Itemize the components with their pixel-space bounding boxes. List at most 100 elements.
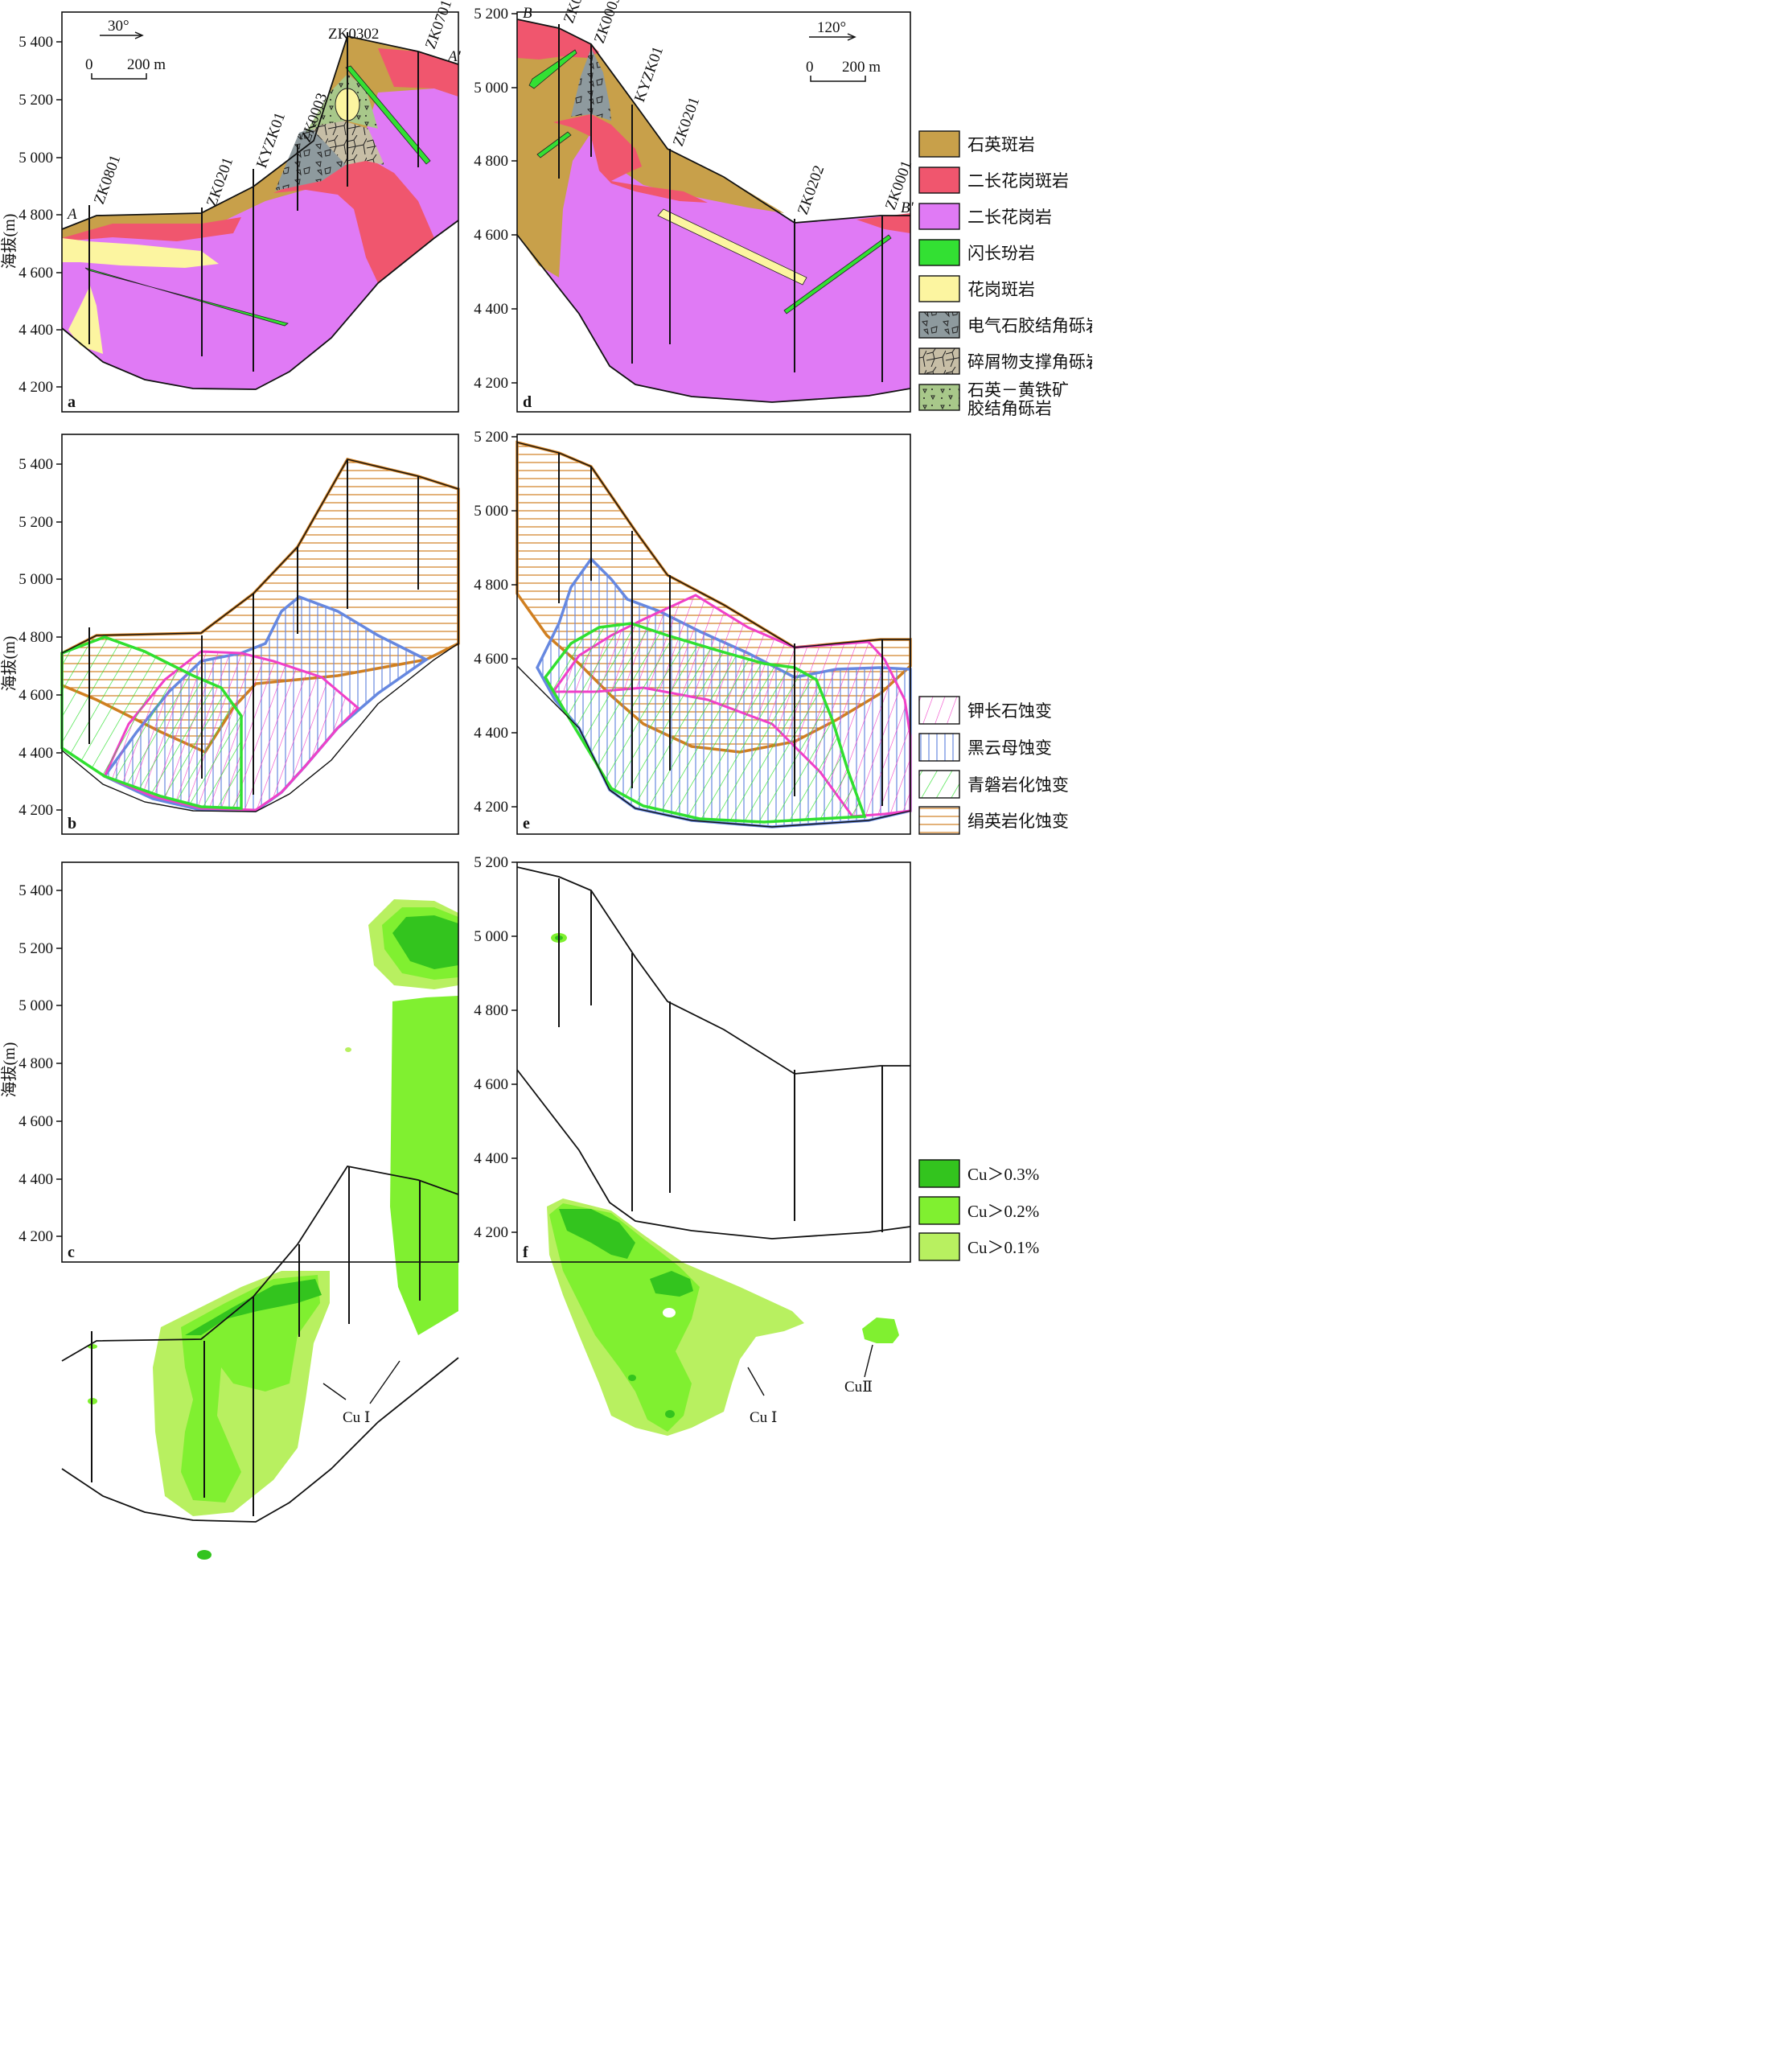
svg-text:30°: 30°	[108, 18, 129, 35]
legend-label: 胶结角砾岩	[967, 399, 1052, 418]
panel-e: e 5 200 5 000 4 800 4 600 4 400 4 200	[474, 429, 912, 835]
panel-label: b	[68, 815, 76, 832]
legend-label: 二长花岗岩	[967, 208, 1052, 227]
figure-canvas: ZK0801 ZK0201 KYZK01 ZK0003 ZK0302 ZK070…	[0, 0, 1092, 1560]
legend-label: 电气石胶结角砾岩	[967, 316, 1092, 335]
panel-b-outline	[61, 458, 459, 812]
tick-label: 4 800	[474, 153, 508, 170]
panel-d-frame	[516, 11, 911, 413]
cu-02-zone-lower-right	[402, 1022, 450, 1114]
diorite-dyke-d-2	[536, 131, 572, 158]
tick-label: 4 800	[18, 629, 53, 646]
ore-label-cu1: Cu Ⅰ	[750, 1409, 777, 1426]
tick-label: 5 000	[18, 571, 53, 588]
cu-03-zone-f-mid	[650, 1271, 693, 1297]
panel-f-topography	[516, 866, 910, 1075]
tick-label: 5 000	[18, 997, 53, 1014]
tick-label: 5 200	[18, 514, 53, 531]
tick-label: 5 400	[18, 882, 53, 899]
hole-label: ZK0002	[561, 0, 594, 26]
panel-c-yaxis: 5 400 5 200 5 000 4 800 4 600 4 400 4 20…	[0, 882, 62, 1245]
cu-leaders-f	[747, 1344, 873, 1396]
cu-hole-blank	[663, 1308, 676, 1318]
cu-03-zone-f-upper	[559, 1209, 635, 1259]
cu-small-pod	[197, 1550, 212, 1560]
cu-pod-f	[628, 1375, 636, 1381]
hole-label: ZK0003	[591, 0, 624, 46]
panel-f-drillholes	[558, 878, 883, 1232]
legend-label: 黑云母蚀变	[967, 738, 1052, 758]
panel-label: d	[523, 393, 532, 411]
tick-label: 4 800	[18, 1055, 53, 1072]
panel-b-yaxis: 5 400 5 200 5 000 4 800 4 600 4 400 4 20…	[0, 456, 62, 819]
legend-swatch-cu03	[918, 1159, 960, 1188]
legend-swatch-tourmaline-breccia	[918, 311, 960, 339]
y-axis-label: 海拔(m)	[0, 636, 18, 692]
monzogranite-porphyry-d-right	[856, 213, 910, 233]
legend-label: 石英－黄铁矿	[967, 380, 1069, 400]
hole-label: ZK0801	[91, 153, 124, 207]
cu-02-zone-main	[181, 1275, 320, 1503]
tick-label: 4 800	[18, 207, 53, 224]
legend-lithology: 石英斑岩 二长花岗斑岩 二长花岗岩 闪长玢岩 花岗斑岩 电气石胶结角砾岩 碎屑物…	[918, 130, 1092, 418]
monzogranite-porphyry-left	[62, 217, 241, 241]
svg-text:200 m: 200 m	[842, 59, 881, 76]
north-arrow: 30°	[100, 18, 144, 39]
cu-02-zone-cu2	[862, 1318, 899, 1343]
tick-label: 4 600	[474, 227, 508, 244]
hole-label: ZK0202	[795, 163, 828, 217]
legend-label: 闪长玢岩	[967, 244, 1035, 263]
tick-label: 4 600	[18, 687, 53, 704]
legend-label: Cu＞0.2%	[967, 1202, 1039, 1221]
panel-b-drillholes	[88, 459, 419, 795]
panel-c: Cu Ⅰ c 5 400 5 200 5 000 4 800 4 600 4 4…	[0, 861, 459, 1560]
cu-pod-f	[665, 1410, 675, 1418]
panel-c-frame	[61, 861, 459, 1263]
legend-swatch-cu02	[918, 1196, 960, 1225]
panel-d-topography	[516, 18, 910, 224]
legend-label: 绢英岩化蚀变	[967, 812, 1069, 831]
panel-a-geology	[61, 35, 459, 390]
legend-swatch-debris-breccia	[918, 347, 960, 375]
monzogranite-porphyry-lower	[273, 157, 434, 283]
tick-label: 4 600	[18, 265, 53, 282]
tick-label: 5 000	[474, 80, 508, 97]
panel-e-drillholes	[558, 453, 883, 806]
granite-porphyry-dyke-d	[657, 208, 807, 286]
cu-03-zone-upper-right	[392, 915, 458, 969]
y-axis-label: 海拔(m)	[0, 214, 18, 269]
diorite-dyke-d-3	[783, 234, 892, 314]
legend-label: 石英斑岩	[967, 135, 1035, 154]
granite-porphyry-sill	[62, 238, 219, 268]
tick-label: 4 200	[18, 802, 53, 819]
cu-small-pod	[345, 1047, 351, 1052]
tick-label: 4 200	[474, 375, 508, 392]
chlorite-zone	[60, 635, 243, 810]
section-end-left: B	[523, 5, 532, 22]
tick-label: 4 400	[474, 1150, 508, 1167]
ore-label-cu1: Cu Ⅰ	[343, 1409, 370, 1426]
scale-bar: 0 200 m	[85, 56, 166, 80]
svg-text:0: 0	[85, 56, 93, 73]
tick-label: 4 200	[474, 799, 508, 816]
legend-swatch-diorite-porphyrite	[918, 239, 960, 266]
panel-d-basement	[516, 234, 911, 403]
panel-c-topography	[61, 1166, 459, 1362]
hole-label: KYZK01	[631, 44, 667, 105]
panel-d-drillholes	[558, 24, 883, 382]
tick-label: 4 400	[474, 725, 508, 742]
diorite-dyke-upper	[345, 65, 431, 165]
tick-label: 5 200	[18, 92, 53, 109]
legend-label: Cu＞0.3%	[967, 1165, 1039, 1184]
legend-cu-grade: Cu＞0.3% Cu＞0.2% Cu＞0.1%	[918, 1159, 1039, 1261]
legend-swatch-k-feldspar	[918, 696, 960, 725]
tick-label: 5 200	[18, 940, 53, 957]
panel-b: b 5 400 5 200 5 000 4 800 4 600 4 400 4 …	[0, 434, 460, 835]
panel-c-drillholes	[91, 1166, 421, 1516]
panel-a-frame	[61, 11, 459, 413]
legend-swatch-quartz-pyrite-breccia	[918, 384, 960, 411]
panel-a: ZK0801 ZK0201 KYZK01 ZK0003 ZK0302 ZK070…	[0, 0, 462, 413]
tick-label: 5 400	[18, 456, 53, 473]
legend-label: 二长花岗斑岩	[967, 171, 1069, 191]
tick-label: 4 600	[474, 1076, 508, 1093]
